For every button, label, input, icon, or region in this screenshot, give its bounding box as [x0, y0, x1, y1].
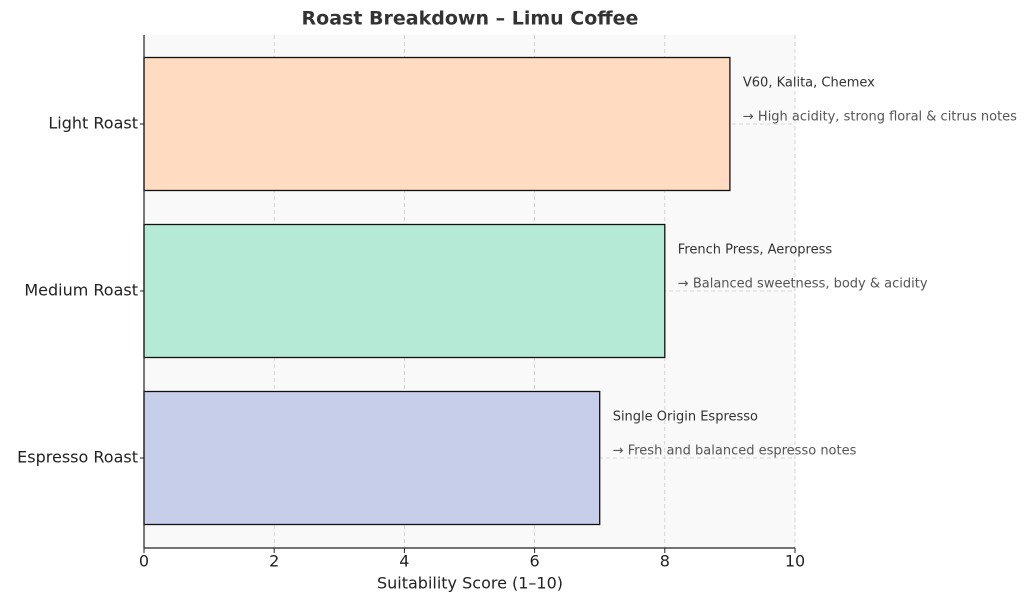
y-tick-label: Medium Roast [24, 281, 138, 300]
annotation-method: Single Origin Espresso [613, 410, 758, 425]
y-tick-label: Espresso Roast [17, 448, 138, 467]
annotation-note: → High acidity, strong floral & citrus n… [743, 110, 1017, 125]
bar [143, 223, 666, 359]
bar [143, 56, 731, 192]
x-tick-label: 6 [530, 552, 540, 571]
x-tick-label: 4 [399, 552, 409, 571]
x-tick-label: 2 [269, 552, 279, 571]
y-tick-label: Light Roast [48, 114, 138, 133]
x-tick-label: 0 [139, 552, 149, 571]
x-tick-label: 8 [660, 552, 670, 571]
annotation-note: → Fresh and balanced espresso notes [613, 444, 857, 459]
annotation-method: French Press, Aeropress [678, 243, 833, 258]
chart-title: Roast Breakdown – Limu Coffee [302, 8, 639, 30]
x-axis-label: Suitability Score (1–10) [377, 574, 563, 593]
annotation-note: → Balanced sweetness, body & acidity [678, 277, 928, 292]
annotation-method: V60, Kalita, Chemex [743, 76, 875, 91]
x-tick-label: 10 [785, 552, 805, 571]
bar [143, 390, 601, 526]
